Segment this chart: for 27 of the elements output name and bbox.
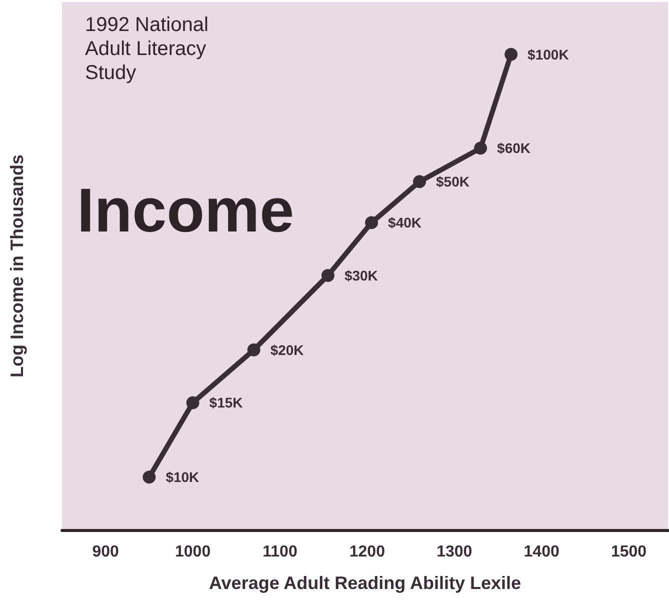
point [142, 470, 156, 484]
x-tick-label: 1500 [610, 544, 647, 560]
point [321, 268, 334, 282]
x-tick-label: 1100 [262, 544, 298, 560]
x-tick-label: 1400 [524, 544, 560, 560]
point [247, 343, 260, 356]
data-label: $60K [497, 140, 530, 156]
data-label: $50K [436, 174, 470, 190]
x-tick-label: 1300 [436, 544, 472, 560]
x-tick-label: 900 [92, 544, 120, 560]
annotation: 1992 National Adult Literacy Study [85, 14, 208, 84]
x-tick-label: 1200 [349, 544, 386, 560]
y-axis-title: Log Income in Thousands [7, 154, 27, 378]
point [504, 48, 518, 61]
point [413, 175, 426, 188]
x-axis-title: Average Adult Reading Ability Lexile [208, 573, 522, 593]
data-label: $40K [388, 214, 422, 231]
point [474, 142, 488, 155]
data-label: $15K [209, 394, 243, 411]
point [186, 396, 200, 410]
point [365, 216, 378, 230]
data-label: $100K [528, 46, 569, 62]
data-label: $30K [344, 267, 378, 284]
text: Income [77, 176, 294, 246]
x-tick-label: 1000 [174, 544, 211, 560]
data-label: $20K [270, 342, 304, 358]
data-label: $10K [166, 469, 200, 486]
